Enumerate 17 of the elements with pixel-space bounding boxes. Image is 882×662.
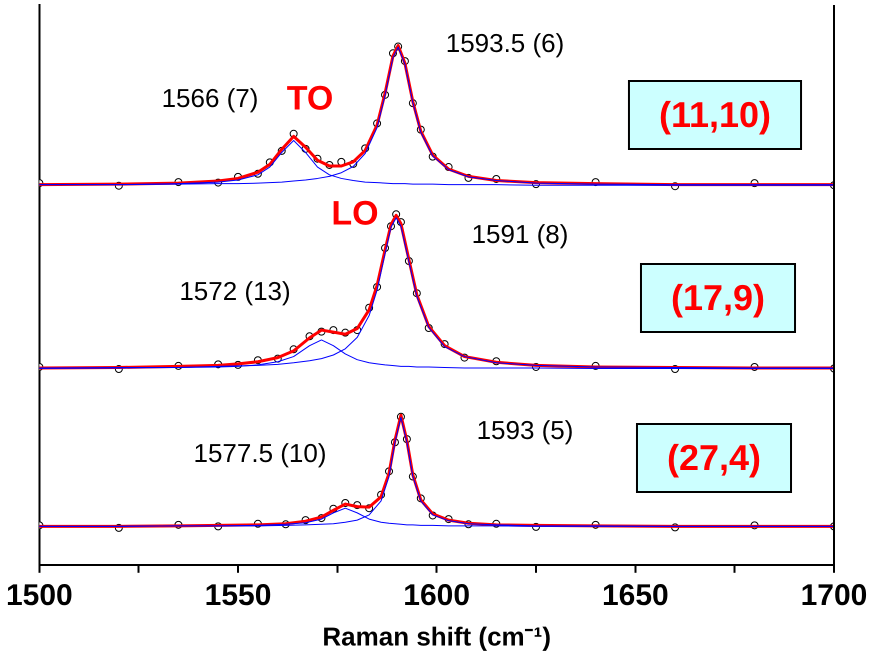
- x-tick-label: 1700: [800, 579, 868, 612]
- annotation: (27,4): [666, 436, 762, 478]
- x-tick-label: 1650: [602, 579, 669, 612]
- annotation: 1566 (7): [162, 83, 258, 114]
- annotation: 1593 (5): [476, 415, 574, 446]
- x-tick-label: 1500: [6, 579, 73, 612]
- annotation: LO: [331, 194, 379, 232]
- annotation: (11,10): [658, 94, 772, 135]
- x-tick-label: 1600: [403, 579, 470, 612]
- annotation: 1591 (8): [472, 219, 568, 250]
- annotation: 1572 (13): [179, 276, 291, 306]
- annotation: (17,9): [670, 276, 766, 318]
- annotation: TO: [286, 79, 334, 118]
- x-axis-title: Raman shift (cm⁻¹): [322, 622, 551, 652]
- annotation: 1577.5 (10): [194, 438, 326, 468]
- annotation: 1593.5 (6): [446, 28, 564, 58]
- x-tick-label: 1550: [204, 579, 272, 612]
